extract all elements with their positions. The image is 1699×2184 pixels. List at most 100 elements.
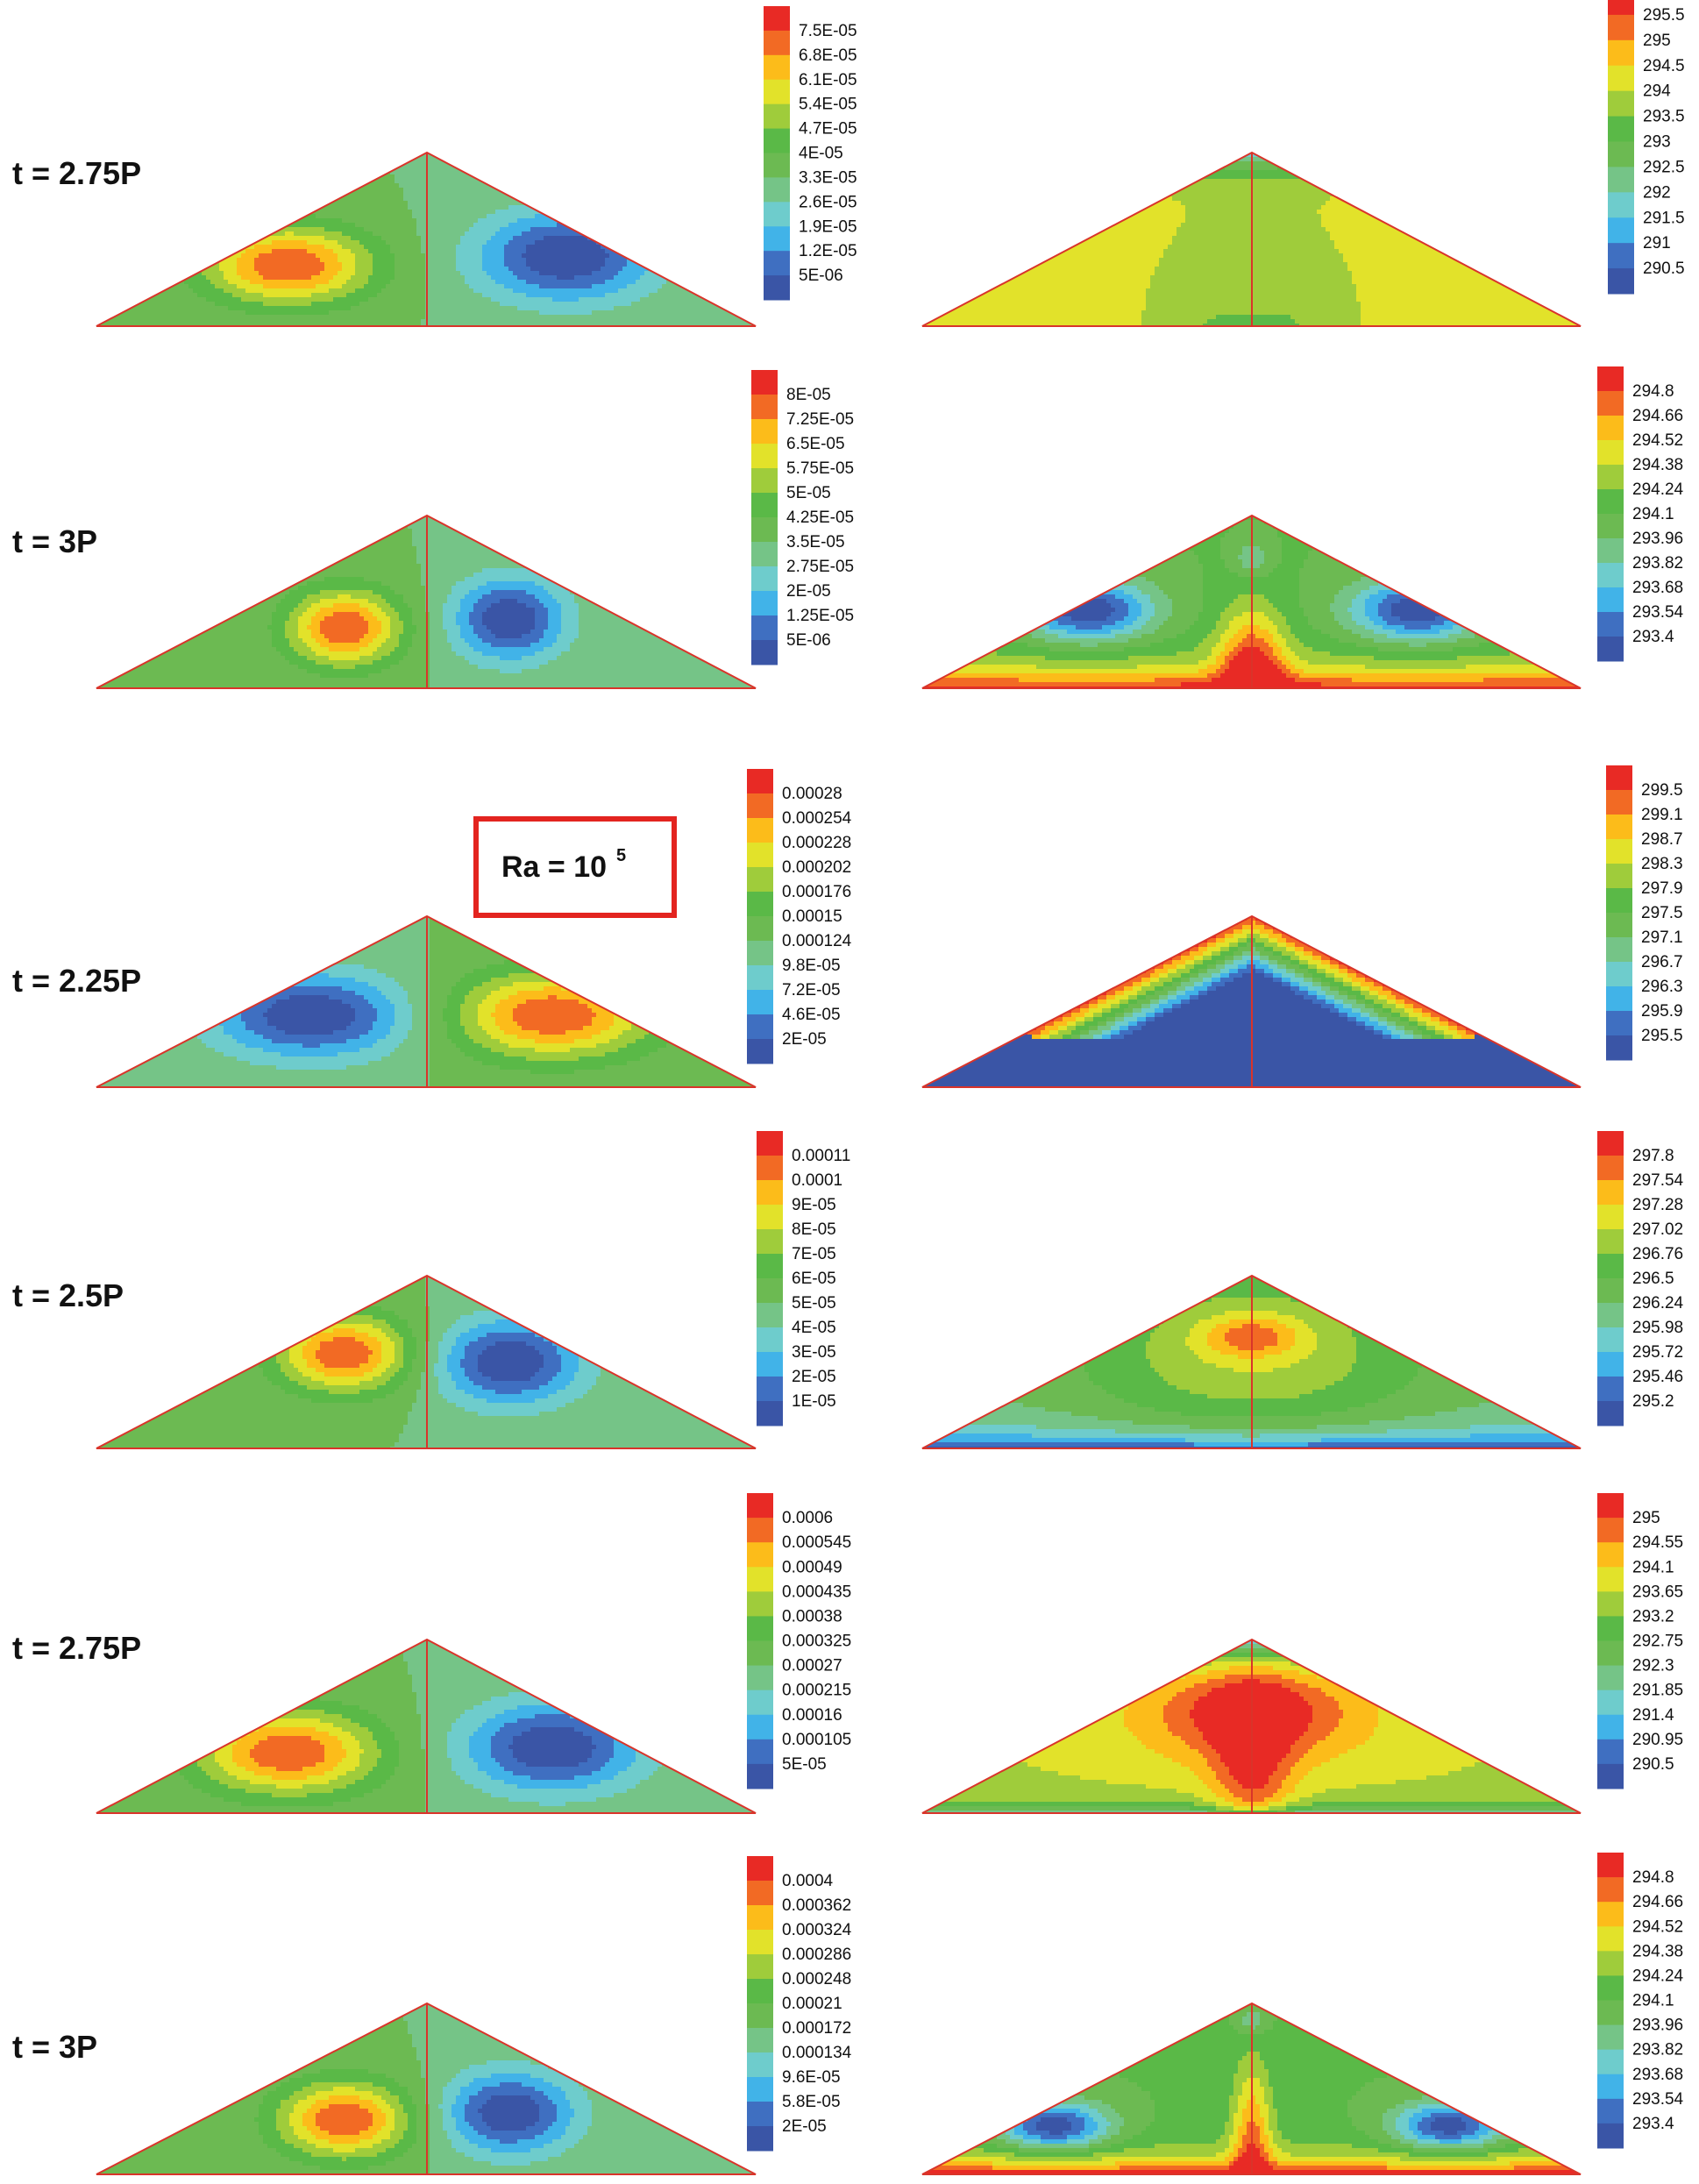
- row1-stream-colorbar-tick: 5E-05: [786, 484, 831, 502]
- row0-stream-colorbar-swatch: [764, 251, 790, 275]
- row2-temp-colorbar-swatch: [1606, 815, 1632, 840]
- row1-stream-colorbar-tick: 4.25E-05: [786, 509, 854, 527]
- row-time-label: t = 2.75P: [12, 155, 141, 191]
- row0-temp-colorbar: 295.5295294.5294293.5293292.5292291.5291…: [1608, 0, 1685, 295]
- row3-temp-colorbar-swatch: [1597, 1131, 1624, 1156]
- row0-temp-colorbar-tick: 292.5: [1643, 158, 1685, 176]
- row5-stream-colorbar-swatch: [747, 1856, 773, 1882]
- row0-temp-colorbar-swatch: [1608, 167, 1634, 192]
- row3-temp-colorbar-swatch: [1597, 1205, 1624, 1230]
- row0-temp-colorbar-swatch: [1608, 243, 1634, 268]
- row3-stream-colorbar-tick: 1E-05: [792, 1392, 836, 1411]
- row1-stream-colorbar-tick: 5.75E-05: [786, 459, 854, 478]
- row0-temp-colorbar-tick: 294: [1643, 82, 1671, 101]
- row0-temp-colorbar-tick: 293: [1643, 133, 1671, 152]
- row0-stream-colorbar-swatch: [764, 80, 790, 104]
- row0-stream-colorbar-swatch: [764, 6, 790, 31]
- row5-stream-colorbar-swatch: [747, 1979, 773, 2004]
- row3-stream-colorbar-swatch: [757, 1377, 783, 1402]
- row0-temp-colorbar-swatch: [1608, 217, 1634, 243]
- row1-stream-colorbar-swatch: [751, 591, 778, 616]
- row5-temp-colorbar-swatch: [1597, 1853, 1624, 1878]
- row4-temp-colorbar-tick: 293.2: [1632, 1607, 1674, 1626]
- row4-temp-colorbar-swatch: [1597, 1493, 1624, 1519]
- row2-temp-colorbar-swatch: [1606, 1011, 1632, 1036]
- row5-stream-colorbar-swatch: [747, 2028, 773, 2053]
- row5-temp-colorbar-tick: 293.68: [1632, 2066, 1683, 2084]
- row5-temp-colorbar-swatch: [1597, 2074, 1624, 2100]
- row4-stream-colorbar-tick: 0.000435: [782, 1583, 851, 1601]
- row5-temp-colorbar-swatch: [1597, 2001, 1624, 2026]
- row1-temp-colorbar-tick: 294.24: [1632, 480, 1684, 499]
- row1-temp-colorbar-swatch: [1597, 489, 1624, 515]
- row2-stream-colorbar-swatch: [747, 990, 773, 1015]
- row3-temp-field: [922, 1276, 1585, 1452]
- row5-temp-colorbar-tick: 294.8: [1632, 1868, 1674, 1887]
- row1-temp-colorbar-tick: 294.8: [1632, 382, 1674, 401]
- row0-temp-colorbar-swatch: [1608, 91, 1634, 117]
- row5-stream-colorbar-tick: 9.6E-05: [782, 2068, 841, 2087]
- row5-stream-colorbar-swatch: [747, 1881, 773, 1906]
- figure-row: t = 2.25P0.000280.0002540.0002280.000202…: [12, 765, 1683, 1088]
- row4-temp-colorbar-swatch: [1597, 1591, 1624, 1617]
- row1-stream-colorbar-swatch: [751, 493, 778, 518]
- row4-temp-colorbar: 295294.55294.1293.65293.2292.75292.3291.…: [1597, 1493, 1683, 1789]
- row2-temp-colorbar-swatch: [1606, 790, 1632, 815]
- row2-stream-colorbar-swatch: [747, 769, 773, 794]
- row2-stream-colorbar-swatch: [747, 941, 773, 966]
- row0-temp-colorbar-tick: 294.5: [1643, 57, 1685, 75]
- row0-temp-colorbar-swatch: [1608, 15, 1634, 40]
- row2-stream-colorbar-tick: 0.000254: [782, 809, 852, 828]
- row3-temp-colorbar-swatch: [1597, 1254, 1624, 1279]
- ra-annotation: Ra = 10 5: [476, 819, 674, 915]
- row4-temp-colorbar-swatch: [1597, 1518, 1624, 1543]
- row1-temp-colorbar: 294.8294.66294.52294.38294.24294.1293.96…: [1597, 366, 1684, 662]
- row3-temp-colorbar-tick: 297.28: [1632, 1196, 1683, 1214]
- row2-temp-colorbar-swatch: [1606, 937, 1632, 963]
- row3-temp-colorbar-swatch: [1597, 1377, 1624, 1402]
- row4-temp-colorbar-tick: 293.65: [1632, 1583, 1683, 1601]
- row1-stream-colorbar-swatch: [751, 395, 778, 420]
- row4-temp-colorbar-tick: 292.3: [1632, 1657, 1674, 1675]
- row2-stream-colorbar-tick: 0.00028: [782, 785, 842, 803]
- row5-temp-colorbar-tick: 293.96: [1632, 2017, 1683, 2035]
- row0-stream-colorbar-tick: 3.3E-05: [799, 168, 857, 187]
- row0-stream-colorbar-tick: 6.1E-05: [799, 71, 857, 89]
- row1-stream-colorbar-tick: 6.5E-05: [786, 435, 845, 453]
- row3-temp-colorbar-swatch: [1597, 1156, 1624, 1181]
- row4-stream-colorbar-swatch: [747, 1567, 773, 1592]
- row2-stream-colorbar-swatch: [747, 1039, 773, 1064]
- row5-stream-colorbar-tick: 2E-05: [782, 2117, 827, 2136]
- row1-stream-colorbar-swatch: [751, 566, 778, 592]
- row1-temp-colorbar-swatch: [1597, 563, 1624, 588]
- row3-temp-colorbar-tick: 296.24: [1632, 1294, 1684, 1313]
- row2-stream-colorbar-swatch: [747, 867, 773, 893]
- row5-stream-colorbar-tick: 5.8E-05: [782, 2093, 841, 2111]
- row2-stream-colorbar-tick: 0.00015: [782, 907, 842, 926]
- row0-stream-colorbar-tick: 5E-06: [799, 267, 843, 285]
- row0-stream-colorbar-swatch: [764, 226, 790, 251]
- row1-stream-colorbar-swatch: [751, 640, 778, 665]
- row1-stream-colorbar-swatch: [751, 468, 778, 494]
- row2-temp-colorbar-tick: 295.9: [1641, 1002, 1683, 1021]
- row2-temp-colorbar-swatch: [1606, 888, 1632, 914]
- row3-stream-colorbar-tick: 4E-05: [792, 1319, 836, 1337]
- row5-temp-colorbar-tick: 293.54: [1632, 2090, 1684, 2109]
- row0-stream-colorbar-tick: 7.5E-05: [799, 22, 857, 40]
- row1-temp-colorbar-tick: 293.54: [1632, 603, 1684, 622]
- row4-temp-colorbar-swatch: [1597, 1764, 1624, 1789]
- row3-stream-colorbar-tick: 0.0001: [792, 1171, 842, 1190]
- row1-stream-colorbar-tick: 5E-06: [786, 631, 831, 650]
- row4-stream-colorbar: 0.00060.0005450.000490.0004350.000380.00…: [747, 1493, 851, 1789]
- row0-stream-colorbar-swatch: [764, 129, 790, 153]
- row4-stream-colorbar-swatch: [747, 1591, 773, 1617]
- row0-temp-colorbar-tick: 292: [1643, 183, 1671, 202]
- row4-stream-colorbar-tick: 0.00027: [782, 1657, 842, 1675]
- row1-stream-colorbar-swatch: [751, 517, 778, 543]
- row4-stream-colorbar-tick: 0.00016: [782, 1706, 842, 1725]
- row0-stream-colorbar: 7.5E-056.8E-056.1E-055.4E-054.7E-054E-05…: [764, 6, 857, 301]
- row1-stream-colorbar-tick: 1.25E-05: [786, 607, 854, 625]
- row3-stream-colorbar-tick: 6E-05: [792, 1270, 836, 1288]
- row1-stream-colorbar-swatch: [751, 444, 778, 469]
- row2-temp-colorbar-tick: 297.1: [1641, 928, 1683, 947]
